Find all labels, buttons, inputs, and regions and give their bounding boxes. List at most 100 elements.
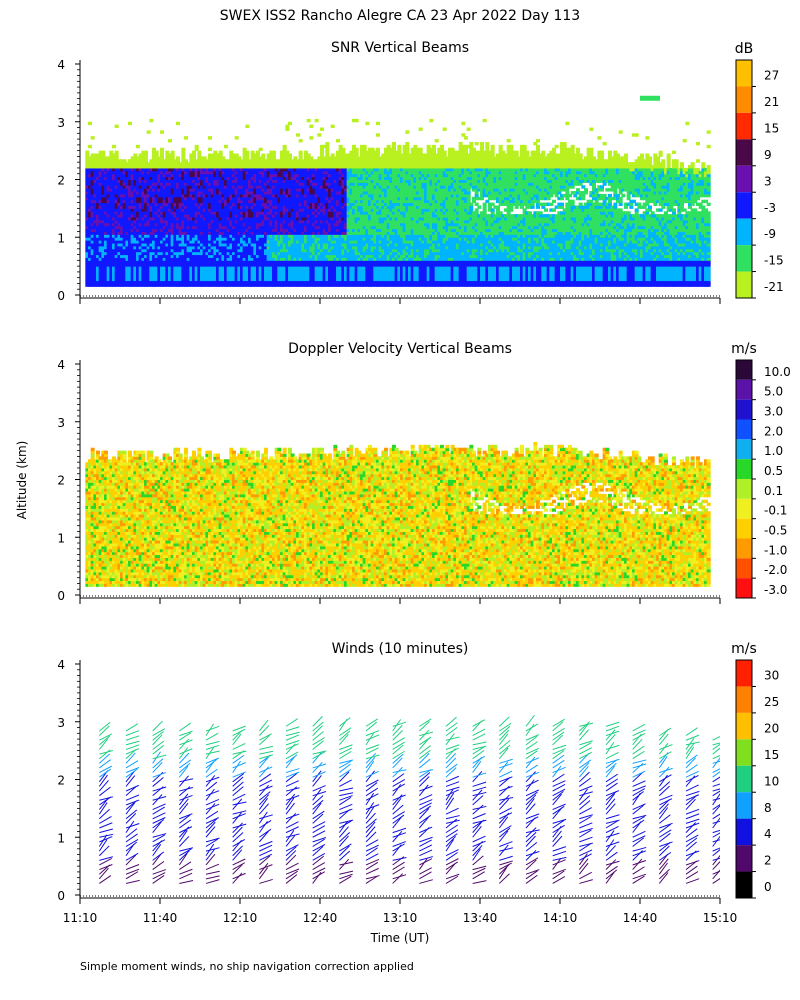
snr-cell — [88, 205, 92, 209]
snr-cell — [128, 271, 132, 276]
snr-cell — [197, 219, 202, 224]
snr-cell — [160, 237, 164, 241]
snr-cell — [370, 251, 375, 256]
snr-cell — [282, 219, 287, 224]
snr-cell — [189, 167, 194, 172]
snr-cell — [200, 257, 204, 261]
snr-cell — [168, 205, 172, 209]
snr-cell — [186, 202, 191, 206]
snr-cell — [152, 274, 156, 279]
snr-cell — [242, 185, 247, 189]
snr-cell — [216, 162, 220, 166]
snr-cell — [138, 263, 143, 267]
snr-cell — [133, 156, 138, 160]
snr-cell — [205, 234, 210, 238]
snr-cell — [181, 277, 186, 282]
snr-cell — [362, 156, 367, 160]
snr-cell — [88, 191, 92, 195]
snr-cell — [336, 196, 340, 201]
snr-cell — [370, 159, 375, 163]
snr-cell — [341, 176, 346, 180]
snr-cell — [128, 205, 132, 209]
snr-cell — [160, 248, 164, 253]
snr-cell — [157, 274, 162, 279]
snr-cell — [269, 182, 274, 186]
snr-cell — [192, 191, 196, 195]
snr-cell — [152, 162, 156, 166]
snr-cell — [357, 202, 362, 206]
snr-cell — [248, 263, 252, 267]
snr-cell — [365, 283, 370, 287]
snr-cell — [218, 156, 223, 160]
snr-cell — [253, 219, 258, 224]
snr-cell — [93, 162, 98, 166]
snr-cell — [341, 271, 346, 276]
snr-cell — [296, 133, 300, 137]
snr-cell — [240, 159, 244, 163]
snr-cell — [237, 165, 242, 169]
snr-cell — [370, 231, 375, 235]
snr-cell — [149, 196, 154, 201]
snr-cell — [192, 237, 196, 241]
snr-cell — [104, 156, 108, 160]
snr-cell — [261, 263, 266, 267]
snr-cell — [141, 237, 146, 241]
snr-cell — [237, 191, 242, 195]
snr-cell — [256, 159, 260, 163]
snr-cell — [173, 225, 178, 230]
snr-cell — [325, 274, 330, 279]
snr-cell — [205, 170, 210, 175]
snr-cell — [346, 191, 351, 195]
snr-cell — [162, 182, 167, 186]
snr-cell — [368, 254, 372, 258]
snr-cell — [208, 153, 212, 157]
snr-cell — [258, 208, 263, 212]
snr-cell — [330, 202, 335, 206]
snr-cell — [186, 176, 191, 180]
snr-cell — [229, 277, 234, 282]
snr-cell — [301, 170, 306, 175]
snr-cell — [106, 188, 111, 192]
snr-cell — [168, 280, 172, 284]
snr-cell — [344, 193, 348, 198]
snr-cell — [85, 271, 90, 276]
snr-cell — [176, 231, 180, 235]
snr-cell — [176, 191, 180, 195]
snr-cell — [333, 196, 338, 201]
snr-cell — [290, 234, 295, 238]
snr-cell — [274, 257, 279, 261]
snr-cell — [306, 193, 311, 198]
snr-cell — [349, 165, 354, 169]
snr-cell — [304, 211, 308, 215]
snr-cell — [133, 219, 138, 224]
snr-cell — [304, 208, 308, 212]
snr-cell — [96, 167, 100, 172]
snr-cell — [202, 165, 207, 169]
snr-cell — [333, 234, 338, 238]
snr-cell — [368, 280, 372, 284]
snr-cell — [176, 237, 180, 241]
snr-cell — [330, 228, 335, 232]
snr-cell — [192, 196, 196, 201]
snr-cell — [325, 260, 330, 264]
snr-cell — [250, 251, 255, 256]
snr-cell — [229, 199, 234, 204]
snr-cell — [181, 196, 186, 201]
snr-cell — [120, 159, 124, 163]
snr-cell — [290, 222, 295, 227]
snr-cell — [88, 182, 92, 186]
snr-cell — [208, 260, 212, 264]
snr-cell — [226, 280, 231, 284]
snr-cell — [146, 245, 151, 250]
snr-cell — [125, 260, 130, 264]
snr-cell — [101, 257, 106, 261]
snr-cell — [264, 176, 268, 180]
snr-cell — [146, 193, 151, 198]
snr-cell — [261, 167, 266, 172]
snr-cell — [192, 234, 196, 238]
snr-cell — [248, 173, 252, 178]
snr-cell — [109, 202, 114, 206]
snr-cell — [320, 260, 324, 264]
snr-cell — [98, 271, 103, 276]
snr-cell — [98, 150, 103, 155]
